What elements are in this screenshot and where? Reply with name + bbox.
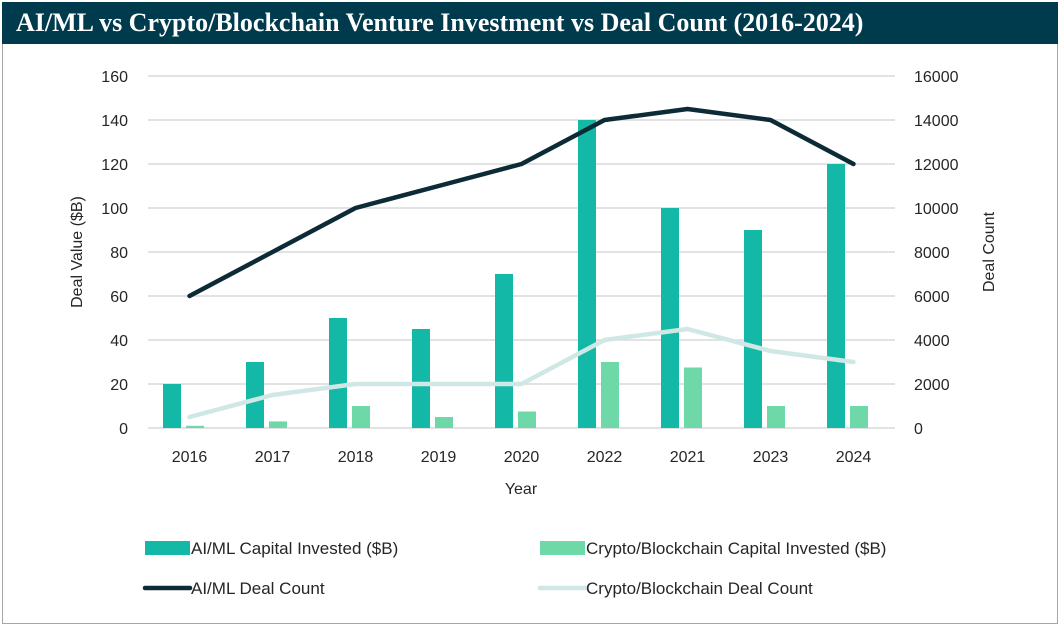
bar-aiml-2018 [329,318,347,428]
bar-crypto-2022 [601,362,619,428]
y-tick-label: 120 [101,157,128,174]
bar-crypto-2020 [518,411,536,428]
x-tick-label: 2019 [421,449,457,466]
y-tick-label: 100 [101,201,128,218]
x-tick-label: 2022 [587,449,623,466]
x-tick-label: 2018 [338,449,374,466]
x-tick-label: 2020 [504,449,540,466]
bar-aiml-2019 [412,329,430,428]
legend-swatch-bar [540,541,585,555]
y-axis-right-title: Deal Count [981,211,998,292]
y2-tick-label: 4000 [914,333,950,350]
y-tick-label: 60 [110,289,128,306]
y2-tick-label: 14000 [914,113,959,130]
y-tick-label: 80 [110,245,128,262]
y-tick-label: 160 [101,69,128,86]
y-tick-label: 0 [119,421,128,438]
legend: AI/ML Capital Invested ($B) Crypto/Blockc… [142,539,886,598]
y2-tick-label: 10000 [914,201,959,218]
bar-crypto-2017 [269,421,287,428]
bar-crypto-2019 [435,417,453,428]
legend-label: Crypto/Blockchain Deal Count [586,579,813,598]
y2-tick-label: 6000 [914,289,950,306]
bar-aiml-2016 [163,384,181,428]
y-axis-left-title: Deal Value ($B) [69,196,86,308]
x-tick-label: 2016 [172,449,208,466]
lines [187,106,856,420]
bar-aiml-2024 [827,164,845,428]
y2-tick-label: 8000 [914,245,950,262]
x-tick-label: 2017 [255,449,291,466]
bar-crypto-2016 [186,425,204,428]
legend-item: Crypto/Blockchain Deal Count [537,579,813,598]
y2-tick-label: 12000 [914,157,959,174]
bar-aiml-2021 [661,208,679,428]
y2-tick-label: 0 [914,421,923,438]
bar-crypto-2018 [352,406,370,428]
bar-crypto-2024 [850,406,868,428]
legend-label: Crypto/Blockchain Capital Invested ($B) [586,539,886,558]
legend-label: AI/ML Capital Invested ($B) [191,539,398,558]
y2-tick-label: 16000 [914,69,959,86]
legend-item: Crypto/Blockchain Capital Invested ($B) [540,539,886,558]
x-tick-label: 2024 [836,449,872,466]
y2-tick-label: 2000 [914,377,950,394]
x-axis-title: Year [505,481,538,498]
legend-item: AI/ML Deal Count [142,579,325,598]
y-tick-label: 40 [110,333,128,350]
legend-label: AI/ML Deal Count [191,579,325,598]
x-tick-label: 2021 [670,449,706,466]
y-tick-label: 140 [101,113,128,130]
bar-crypto-2023 [767,406,785,428]
chart-title: AI/ML vs Crypto/Blockchain Venture Inves… [2,2,1058,44]
y-axis-right-ticks: 0 2000 4000 6000 8000 10000 12000 14000 16000 [914,69,959,438]
bar-aiml-2017 [246,362,264,428]
x-tick-label: 2023 [753,449,789,466]
legend-item: AI/ML Capital Invested ($B) [145,539,398,558]
bar-aiml-2020 [495,274,513,428]
y-axis-left-ticks: 0 20 40 60 80 100 120 140 160 [101,69,128,438]
x-axis-ticks: 2016 2017 2018 2019 2020 2022 2021 2023 2024 [172,449,872,466]
bar-aiml-2023 [744,230,762,428]
bar-aiml-2022 [578,120,596,428]
y-tick-label: 20 [110,377,128,394]
bar-crypto-2021 [684,367,702,428]
legend-swatch-bar [145,541,190,555]
